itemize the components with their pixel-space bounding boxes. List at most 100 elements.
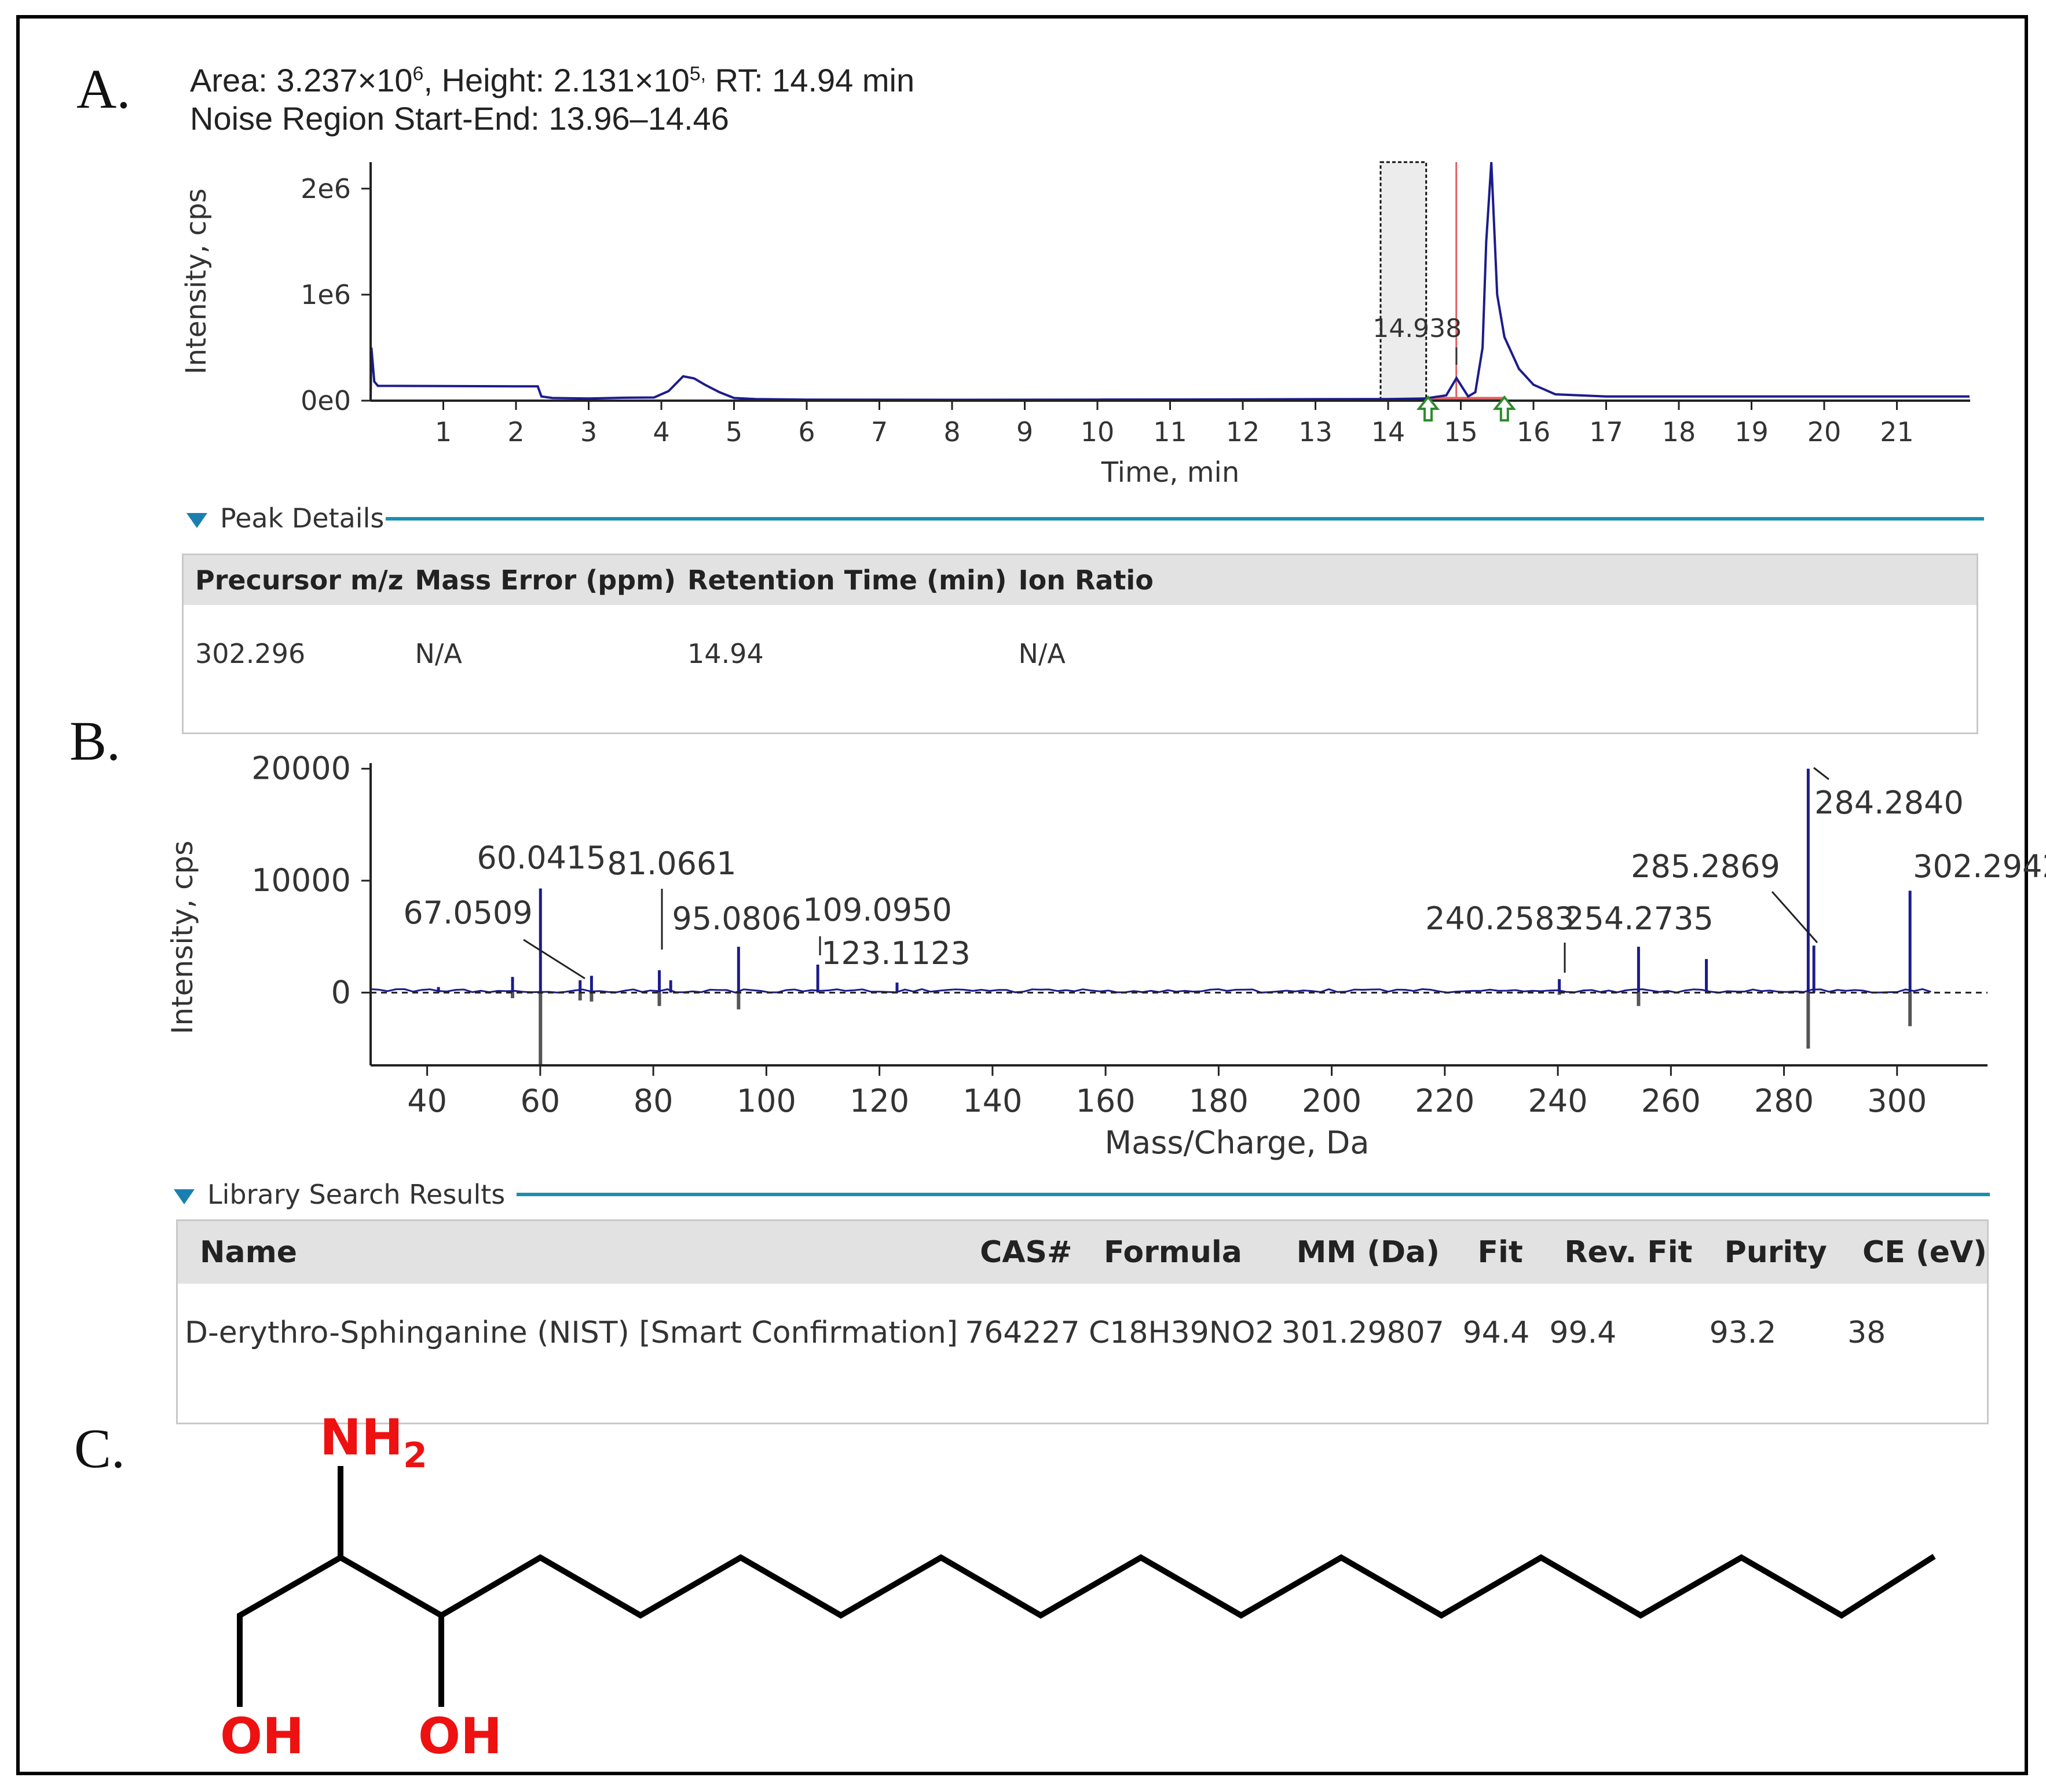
collapse-triangle-icon[interactable] (174, 1189, 195, 1204)
header-ce[interactable]: CE (eV) (1840, 1220, 1988, 1284)
x-tick-label: 8 (943, 416, 960, 448)
x-tick-label: 60 (521, 1083, 561, 1119)
x-tick-label: 40 (407, 1083, 447, 1119)
panel-letter-b: B. (69, 710, 121, 772)
y-tick-label: 1e6 (301, 279, 351, 310)
x-tick-label: 300 (1867, 1083, 1927, 1119)
library-search-divider (517, 1193, 1990, 1196)
x-tick-label: 16 (1517, 416, 1551, 448)
x-tick-label: 280 (1754, 1083, 1814, 1119)
header-mm[interactable]: MM (Da) (1274, 1220, 1456, 1284)
peak-summary-line-1: Area: 3.237×106, Height: 2.131×105, RT: … (190, 61, 914, 99)
cell-formula: C18H39NO2 (1088, 1315, 1275, 1350)
label-leader-line (1813, 767, 1829, 780)
x-tick-label: 18 (1662, 416, 1696, 448)
x-tick-label: 20 (1807, 416, 1842, 448)
x-tick-label: 260 (1641, 1083, 1701, 1119)
header-retention-time[interactable]: Retention Time (min) (676, 554, 1007, 605)
peak-mz-label: 81.0661 (607, 845, 736, 882)
x-tick-label: 2 (507, 416, 524, 448)
panel-letter-c: C. (74, 1417, 126, 1479)
cell-cas: 764227 (965, 1315, 1080, 1350)
peak-mz-label: 67.0509 (403, 895, 532, 931)
cell-fit: 94.4 (1462, 1315, 1530, 1350)
hydroxyl-label-2: OH (418, 1707, 502, 1765)
table-row[interactable]: D-erythro-Sphinganine (NIST) [Smart Conf… (177, 1284, 1988, 1424)
spectrum-noise-trace (370, 988, 1931, 994)
header-purity[interactable]: Purity (1702, 1220, 1841, 1284)
table-header-row: Precursor m/z Mass Error (ppm) Retention… (182, 554, 1978, 605)
library-search-header[interactable]: Library Search Results (174, 1179, 505, 1210)
peak-details-title: Peak Details (220, 503, 385, 534)
header-precursor-mz[interactable]: Precursor m/z (182, 554, 404, 605)
label-leader-line (1771, 891, 1818, 943)
x-tick-label: 11 (1153, 416, 1187, 448)
x-tick-label: 140 (962, 1083, 1022, 1119)
x-tick-label: 80 (634, 1083, 674, 1119)
peak-mz-label: 284.2840 (1814, 785, 1964, 821)
header-cas[interactable]: CAS# (958, 1220, 1082, 1284)
amine-main: NH (320, 1409, 403, 1467)
hydroxyl-label-1: OH (220, 1707, 304, 1765)
cell-mm: 301.29807 (1281, 1315, 1444, 1350)
peak-mz-label: 240.2583 (1425, 900, 1575, 937)
header-ion-ratio[interactable]: Ion Ratio (1006, 554, 1978, 605)
height-exponent: 5, (689, 63, 707, 85)
y-tick-label: 20000 (251, 750, 351, 787)
table-row[interactable]: 302.296 N/A 14.94 N/A (183, 605, 1978, 734)
chromatogram-trace (369, 162, 1970, 401)
y-tick-label: 0e0 (301, 385, 351, 416)
header-rev-fit[interactable]: Rev. Fit (1542, 1220, 1703, 1284)
x-axis-label: Mass/Charge, Da (1105, 1124, 1370, 1161)
y-tick-label: 2e6 (301, 173, 351, 204)
noise-region-line: Noise Region Start-End: 13.96–14.46 (190, 100, 729, 137)
x-tick-label: 13 (1298, 416, 1333, 448)
area-exponent: 6 (412, 63, 424, 85)
x-tick-label: 180 (1189, 1083, 1249, 1119)
x-tick-label: 14 (1371, 416, 1406, 448)
amine-label: NH2 (320, 1409, 427, 1476)
x-tick-label: 15 (1444, 416, 1478, 448)
peak-mz-label: 95.0806 (672, 900, 801, 937)
chemical-structure: NH2 OH OH (220, 1409, 1936, 1765)
x-tick-label: 100 (737, 1083, 796, 1119)
noise-region-box (1379, 161, 1428, 402)
x-tick-label: 21 (1880, 416, 1914, 448)
integration-marker-arrow-icon[interactable] (1416, 395, 1440, 422)
integration-marker-arrow-icon[interactable] (1492, 395, 1516, 422)
x-tick-label: 17 (1589, 416, 1623, 448)
x-tick-label: 12 (1226, 416, 1260, 448)
x-tick-label: 9 (1016, 416, 1033, 448)
y-axis-label: Intensity, cps (166, 841, 199, 1035)
panel-letter-a: A. (76, 58, 131, 120)
header-mass-error[interactable]: Mass Error (ppm) (403, 554, 676, 605)
x-tick-label: 240 (1528, 1083, 1588, 1119)
y-tick-label: 0 (331, 974, 351, 1010)
header-formula[interactable]: Formula (1081, 1220, 1275, 1284)
figure-frame (16, 15, 2028, 1775)
peak-mz-label: 254.2735 (1564, 900, 1714, 937)
collapse-triangle-icon[interactable] (186, 512, 207, 528)
header-name[interactable]: Name (177, 1220, 958, 1284)
cell-ion-ratio: N/A (1018, 638, 1066, 669)
library-search-table: Name CAS# Formula MM (Da) Fit Rev. Fit P… (176, 1219, 1989, 1424)
x-tick-label: 3 (580, 416, 597, 448)
x-tick-label: 6 (798, 416, 815, 448)
header-fit[interactable]: Fit (1455, 1220, 1543, 1284)
x-tick-label: 5 (726, 416, 742, 448)
retention-time-annotation: 14.938 (1372, 314, 1462, 343)
peak-details-header[interactable]: Peak Details (186, 503, 384, 534)
y-tick-label: 10000 (251, 862, 351, 899)
peak-details-divider (386, 517, 1984, 521)
cell-purity: 93.2 (1709, 1315, 1777, 1350)
cell-mass-error: N/A (415, 638, 462, 669)
cell-ce: 38 (1847, 1315, 1886, 1350)
x-tick-label: 19 (1734, 416, 1769, 448)
table-header-row: Name CAS# Formula MM (Da) Fit Rev. Fit P… (177, 1220, 1988, 1284)
peak-mz-label: 60.0415 (477, 840, 606, 876)
peak-mz-label: 109.0950 (803, 892, 952, 928)
mass-spectrum-chart: 40 60 80 100 120 140 160 180 200 220 240 260 280 300 … (166, 750, 2046, 1161)
cell-precursor-mz: 302.296 (195, 638, 306, 669)
x-tick-label: 120 (850, 1083, 909, 1119)
peak-mz-label: 302.2942 (1913, 848, 2046, 885)
